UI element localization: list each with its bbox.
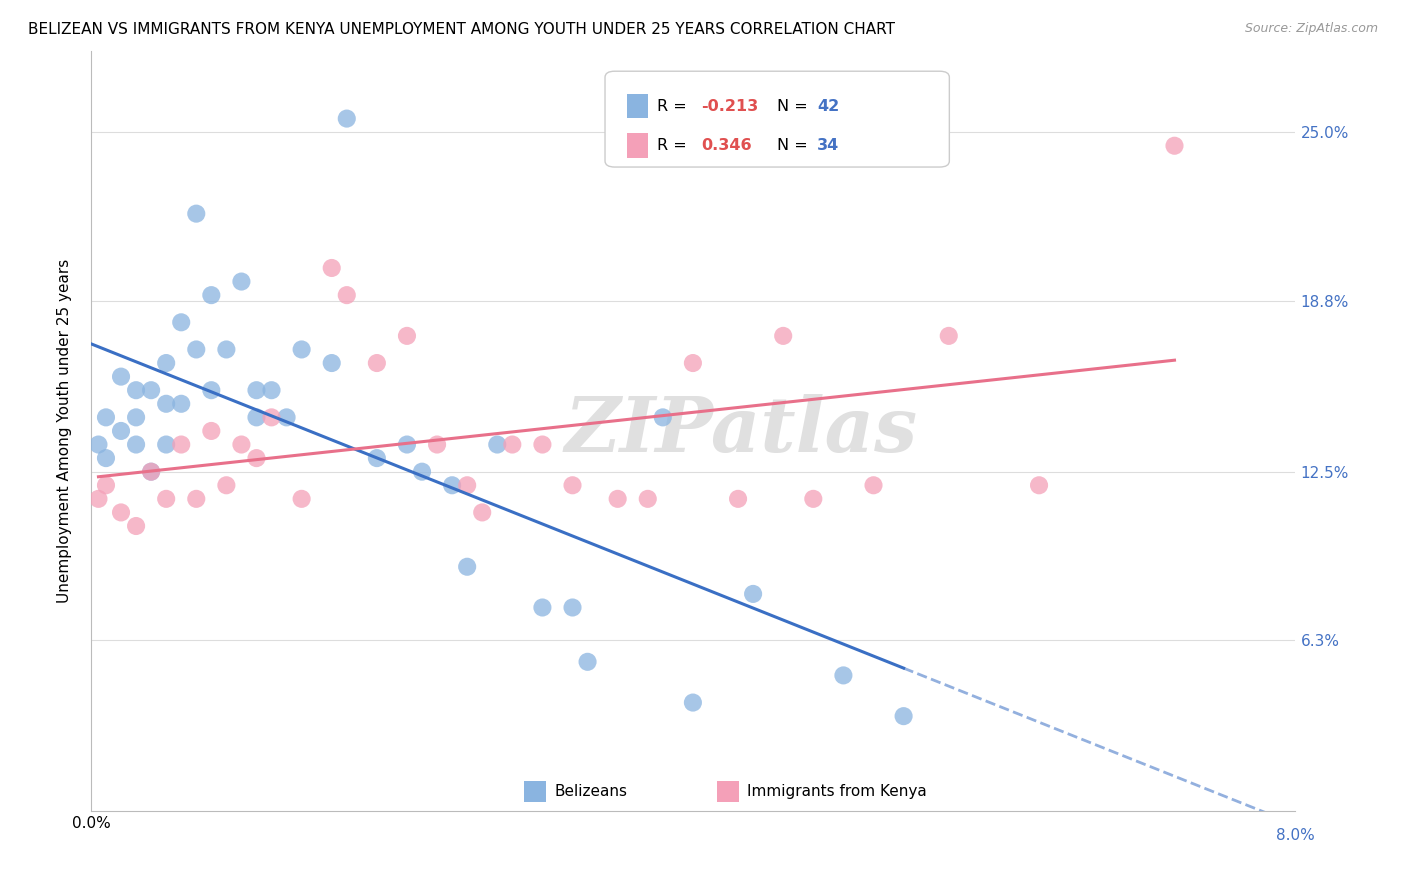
Point — [215, 343, 238, 357]
Point — [110, 505, 132, 519]
Text: 8.0%: 8.0% — [1275, 828, 1315, 843]
Point — [125, 519, 148, 533]
Point — [561, 600, 583, 615]
Point — [155, 356, 177, 370]
Bar — [627, 94, 648, 119]
Point — [110, 424, 132, 438]
Point — [606, 491, 628, 506]
Point — [862, 478, 884, 492]
Point — [727, 491, 749, 506]
Point — [245, 451, 267, 466]
Point — [245, 383, 267, 397]
Point — [801, 491, 824, 506]
Point — [893, 709, 915, 723]
Point — [682, 356, 704, 370]
Text: Immigrants from Kenya: Immigrants from Kenya — [747, 784, 927, 799]
Point — [426, 437, 449, 451]
Text: N =: N = — [778, 138, 813, 153]
Point — [501, 437, 523, 451]
Point — [155, 397, 177, 411]
Point — [366, 356, 388, 370]
Point — [186, 343, 208, 357]
Point — [832, 668, 855, 682]
Point — [231, 275, 253, 289]
Point — [456, 559, 478, 574]
Point — [200, 383, 222, 397]
Point — [395, 437, 418, 451]
Point — [276, 410, 298, 425]
Point — [651, 410, 673, 425]
Point — [1163, 138, 1185, 153]
Point — [155, 491, 177, 506]
Point — [94, 478, 117, 492]
Point — [186, 207, 208, 221]
Point — [486, 437, 509, 451]
Point — [170, 397, 193, 411]
Point — [637, 491, 659, 506]
Point — [87, 437, 110, 451]
Point — [186, 491, 208, 506]
Point — [245, 410, 267, 425]
Point — [395, 329, 418, 343]
Text: BELIZEAN VS IMMIGRANTS FROM KENYA UNEMPLOYMENT AMONG YOUTH UNDER 25 YEARS CORREL: BELIZEAN VS IMMIGRANTS FROM KENYA UNEMPL… — [28, 22, 896, 37]
Point — [200, 288, 222, 302]
Point — [260, 410, 283, 425]
Y-axis label: Unemployment Among Youth under 25 years: Unemployment Among Youth under 25 years — [58, 259, 72, 603]
Point — [576, 655, 599, 669]
Point — [291, 343, 314, 357]
Text: 34: 34 — [817, 138, 839, 153]
Point — [110, 369, 132, 384]
Point — [471, 505, 494, 519]
Point — [125, 437, 148, 451]
Point — [682, 696, 704, 710]
Text: R =: R = — [657, 138, 692, 153]
Point — [561, 478, 583, 492]
Text: N =: N = — [778, 98, 813, 113]
Text: -0.213: -0.213 — [702, 98, 759, 113]
Point — [170, 437, 193, 451]
Point — [139, 383, 162, 397]
Point — [411, 465, 433, 479]
Point — [170, 315, 193, 329]
Point — [94, 451, 117, 466]
Text: Belizeans: Belizeans — [554, 784, 627, 799]
Point — [441, 478, 464, 492]
Point — [456, 478, 478, 492]
Text: ZIPatlas: ZIPatlas — [564, 394, 918, 468]
Point — [742, 587, 765, 601]
FancyBboxPatch shape — [605, 71, 949, 167]
Point — [215, 478, 238, 492]
Text: Source: ZipAtlas.com: Source: ZipAtlas.com — [1244, 22, 1378, 36]
Text: 42: 42 — [817, 98, 839, 113]
Point — [125, 383, 148, 397]
Point — [772, 329, 794, 343]
Point — [291, 491, 314, 506]
Point — [231, 437, 253, 451]
Point — [1028, 478, 1050, 492]
Point — [321, 356, 343, 370]
Point — [155, 437, 177, 451]
Point — [336, 288, 359, 302]
Point — [321, 260, 343, 275]
Point — [94, 410, 117, 425]
Point — [139, 465, 162, 479]
Point — [139, 465, 162, 479]
Point — [200, 424, 222, 438]
Point — [366, 451, 388, 466]
Bar — [524, 780, 546, 802]
Text: 0.346: 0.346 — [702, 138, 752, 153]
Point — [531, 600, 554, 615]
Text: R =: R = — [657, 98, 692, 113]
Bar — [717, 780, 738, 802]
Point — [260, 383, 283, 397]
Point — [125, 410, 148, 425]
Point — [531, 437, 554, 451]
Bar — [627, 133, 648, 158]
Point — [336, 112, 359, 126]
Point — [938, 329, 960, 343]
Point — [87, 491, 110, 506]
